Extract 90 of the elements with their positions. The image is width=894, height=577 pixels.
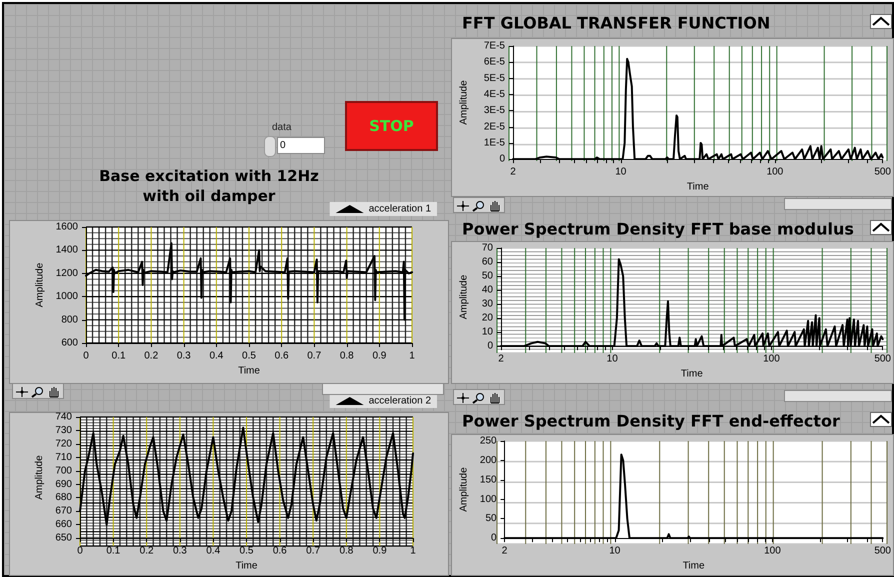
x-tick-label: 0.6	[272, 546, 288, 557]
x-tick-label: 1	[409, 350, 416, 362]
y-tick-label: 3E-5	[484, 105, 506, 116]
y-tick-label: 740	[55, 412, 72, 422]
y-tick-label: 0	[491, 532, 498, 544]
x-tick-label: 100	[766, 166, 784, 178]
stop-button: STOP	[345, 101, 438, 151]
legend-label: acceleration 2	[368, 396, 432, 406]
y-tick-label: 20	[482, 312, 494, 324]
x-tick-label: 500	[874, 166, 892, 178]
text: data	[272, 122, 292, 133]
y-tick-label: 1600	[56, 222, 78, 232]
x-tick-label: 0.1	[112, 350, 126, 362]
x-axis-title: Time	[682, 560, 705, 572]
x-tick-label: 2	[498, 354, 504, 365]
x-tick-label: 0.9	[372, 350, 387, 362]
y-tick-label: 710	[55, 452, 72, 463]
x-tick-label: 0.3	[172, 546, 188, 557]
y-tick-label: 650	[55, 532, 72, 544]
y-axis-title: Amplitude	[34, 262, 46, 308]
x-tick-label: 0.7	[307, 350, 322, 362]
legend-label: acceleration 1	[368, 204, 432, 214]
x-tick-label: 0.5	[242, 350, 256, 362]
x-tick-label: 0.6	[274, 350, 289, 362]
y-tick-label: 1000	[56, 291, 78, 302]
text: 0	[277, 137, 325, 154]
y-tick-label: 250	[480, 436, 498, 446]
x-tick-label: 500	[874, 354, 892, 365]
y-tick-label: 670	[55, 506, 72, 517]
y-tick-label: 7E-5	[484, 40, 506, 52]
y-tick-label: 0	[487, 340, 494, 352]
y-tick-label: 30	[482, 298, 494, 310]
x-tick-label: 2	[502, 546, 508, 557]
y-tick-label: 150	[480, 474, 498, 486]
y-axis-title: Amplitude	[458, 274, 470, 320]
chart-title: Power Spectrum Density FFT base modulus	[462, 220, 854, 238]
y-tick-label: 2E-5	[484, 121, 506, 132]
y-tick-label: 1E-5	[484, 137, 506, 148]
x-tick-label: 1	[410, 546, 416, 557]
y-tick-label: 600	[61, 338, 78, 348]
y-tick-label: 50	[485, 513, 498, 524]
y-tick-label: 50	[482, 270, 494, 282]
x-tick-label: 0.2	[144, 350, 159, 362]
y-tick-label: 5E-5	[484, 72, 506, 84]
x-tick-label: 0.9	[372, 546, 388, 557]
x-tick-label: 2	[510, 166, 516, 178]
y-axis-title: Amplitude	[458, 80, 470, 125]
x-axis-title: Time	[238, 365, 260, 376]
y-tick-label: 1200	[56, 268, 78, 279]
y-tick-label: 70	[482, 242, 494, 254]
y-axis-title: Amplitude	[34, 454, 45, 500]
x-tick-label: 10	[606, 354, 618, 365]
text: Base excitation with 12Hz with oil damper	[98, 166, 320, 206]
y-tick-label: 690	[55, 478, 72, 490]
x-tick-label: 0	[83, 350, 90, 362]
chart-title: FFT GLOBAL TRANSFER FUNCTION	[462, 14, 770, 32]
x-tick-label: 100	[764, 546, 782, 557]
y-tick-label: 720	[55, 438, 72, 450]
x-tick-label: 0.7	[306, 546, 320, 557]
y-tick-label: 6E-5	[484, 56, 506, 68]
x-tick-label: 0.3	[176, 350, 192, 362]
x-axis-title: Time	[680, 368, 704, 380]
x-tick-label: 0.4	[209, 350, 224, 362]
y-axis-title: Amplitude	[458, 466, 470, 512]
x-tick-label: 10	[609, 546, 621, 557]
y-tick-label: 700	[55, 465, 72, 476]
y-tick-label: 0	[499, 154, 506, 165]
y-tick-label: 660	[55, 519, 72, 530]
y-tick-label: 1400	[56, 244, 78, 256]
x-axis-title: Time	[686, 182, 710, 192]
x-tick-label: 0.8	[339, 546, 354, 557]
y-tick-label: 100	[480, 494, 498, 505]
x-tick-label: 0.4	[206, 546, 221, 557]
y-tick-label: 60	[482, 256, 494, 268]
y-tick-label: 680	[55, 492, 72, 504]
x-tick-label: 0.1	[106, 546, 121, 557]
y-tick-label: 40	[482, 284, 494, 296]
x-axis-title: Time	[236, 560, 258, 572]
y-tick-label: 10	[482, 326, 494, 338]
x-tick-label: 500	[874, 546, 892, 557]
x-tick-label: 10	[615, 166, 627, 178]
y-tick-label: 730	[55, 424, 72, 436]
x-tick-label: 0.2	[140, 546, 154, 557]
x-tick-label: 0.8	[340, 350, 354, 362]
x-tick-label: 0.5	[240, 546, 254, 557]
y-tick-label: 200	[480, 454, 498, 466]
y-tick-label: 4E-5	[484, 88, 506, 100]
chart-title: Power Spectrum Density FFT end-effector	[462, 412, 840, 430]
y-tick-label: 800	[61, 314, 78, 326]
x-tick-label: 100	[763, 354, 780, 365]
